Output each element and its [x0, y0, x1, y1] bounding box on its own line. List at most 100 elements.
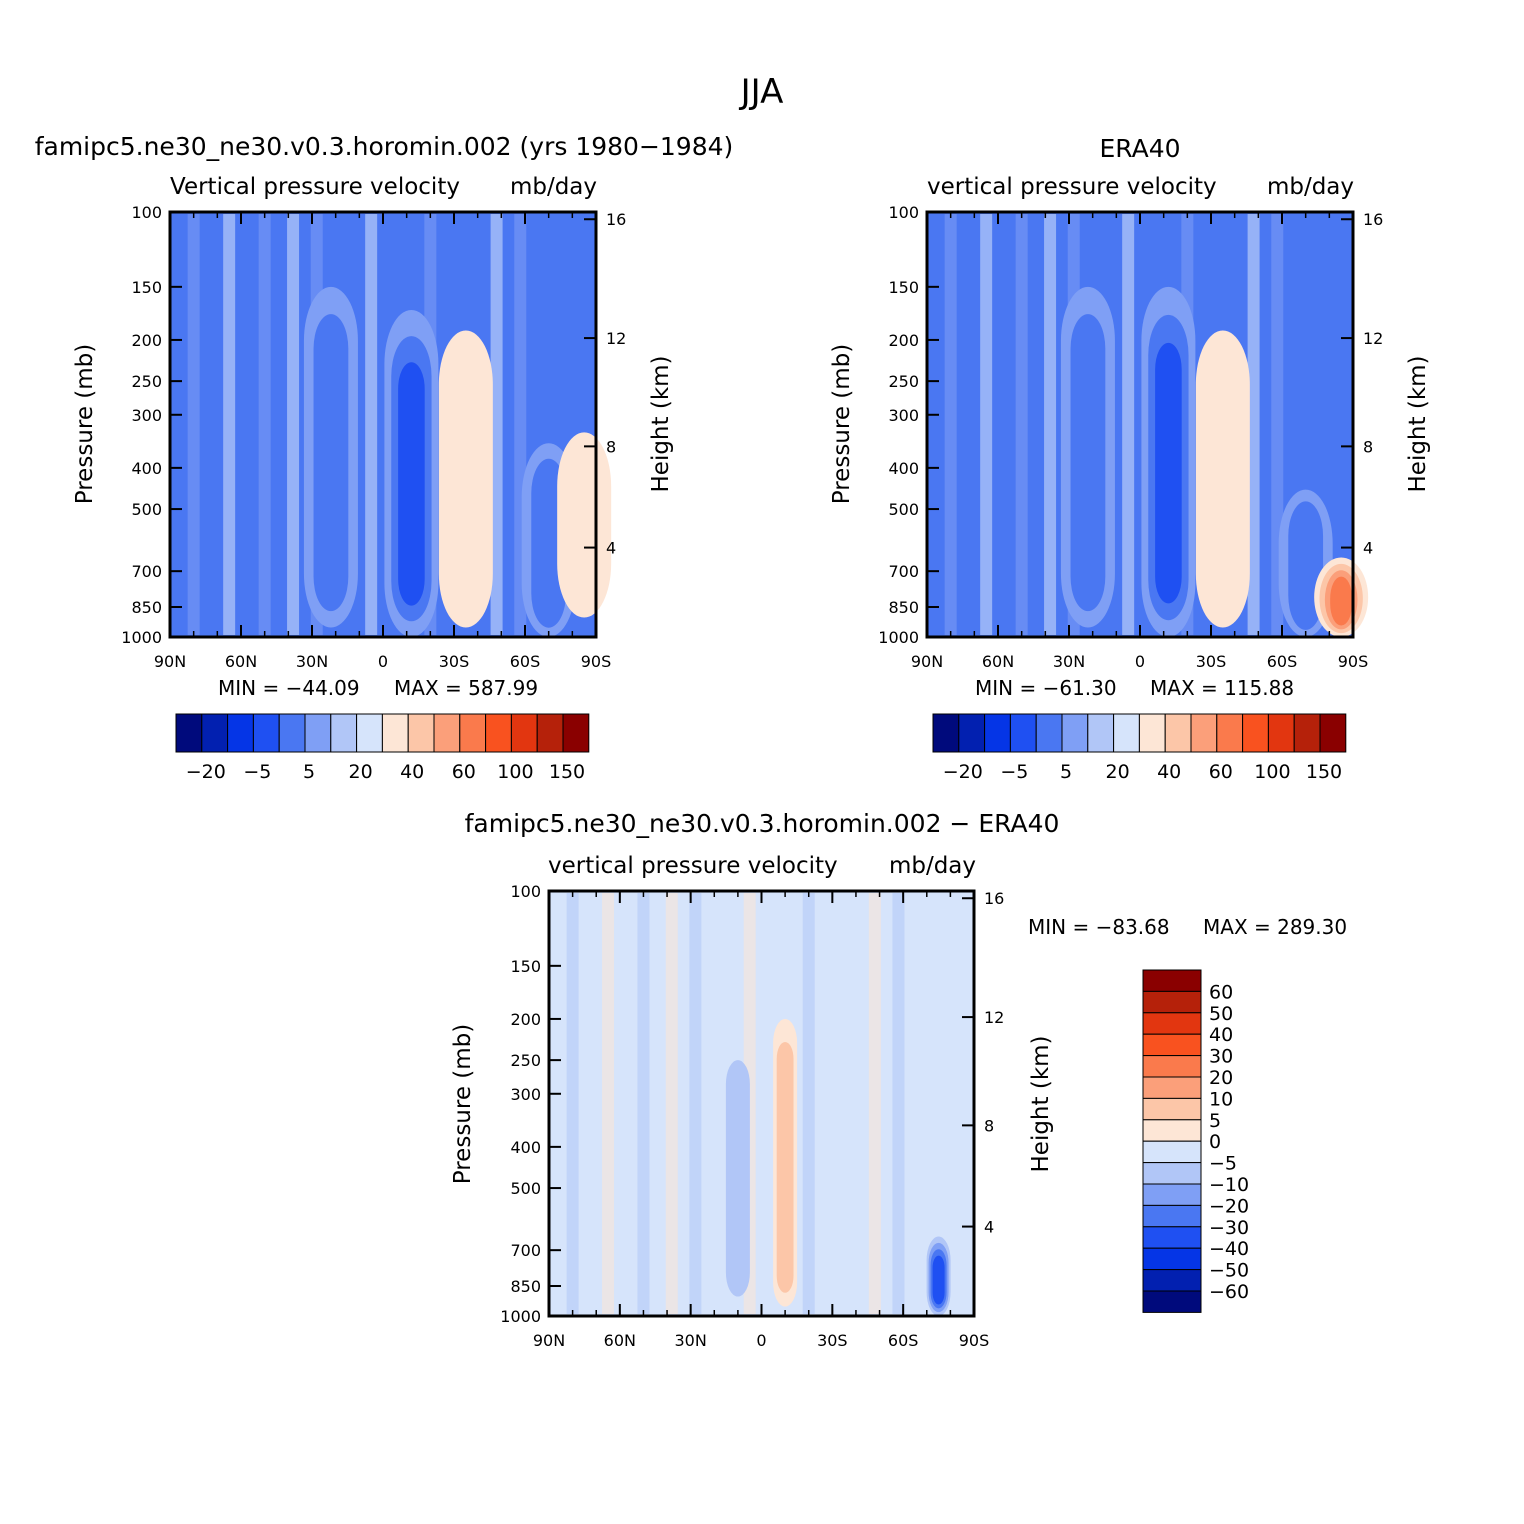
panel-model-title: famipc5.ne30_ne30.v0.3.horomin.002 (yrs …: [35, 132, 734, 161]
diff-colorbar-box: [1142, 1204, 1202, 1228]
model-colorbar-box: [175, 713, 203, 753]
diff-colorbar-label: −40: [1209, 1238, 1249, 1260]
obs-colorbar-box: [1242, 713, 1269, 753]
model-colorbar: −20 −5 5 20 40 60 100 150: [175, 713, 590, 783]
diff-colorbar-box: [1142, 969, 1202, 992]
model-xtick-label: 60S: [510, 652, 541, 671]
diff-xtick-label: 60N: [604, 1331, 636, 1350]
obs-max-label: MAX = 115.88: [1150, 676, 1294, 700]
obs-plume-0: [1155, 342, 1182, 604]
diff-plume-0: [776, 1041, 794, 1293]
obs-band: [944, 214, 957, 635]
model-colorbar-box: [381, 713, 409, 753]
model-ytick-label: 1000: [121, 628, 162, 647]
obs-colorbar-box: [1009, 713, 1037, 753]
diff-min-label: MIN = −83.68: [1028, 915, 1170, 939]
model-colorbar-box: [304, 713, 332, 753]
obs-ytick-label: 500: [888, 500, 919, 519]
diff-xtick-label: 90N: [533, 1331, 565, 1350]
diff-colorbar-box: [1142, 1162, 1202, 1185]
obs-y2tick-label: 4: [1363, 539, 1373, 558]
obs-ytick-label: 700: [888, 562, 919, 581]
diff-colorbar-box: [1142, 1183, 1202, 1206]
diff-colorbar-label: 0: [1209, 1131, 1221, 1153]
model-max-label: MAX = 587.99: [394, 676, 538, 700]
obs-plume-4: [1330, 576, 1353, 626]
model-ytick-label: 300: [131, 406, 162, 425]
panel-obs-subtitle: vertical pressure velocity: [927, 174, 1217, 200]
model-plume-2: [438, 330, 493, 628]
obs-ytick-label: 400: [888, 459, 919, 478]
obs-xtick-label: 90S: [1338, 652, 1369, 671]
diff-plume-1: [932, 1255, 945, 1305]
diff-colorbar-box: [1142, 1119, 1202, 1142]
panel-obs-title: ERA40: [1099, 134, 1180, 163]
model-y2label: Height (km): [648, 355, 674, 492]
obs-colorbar-box: [1293, 713, 1321, 753]
model-colorbar-box: [407, 713, 435, 753]
obs-band: [1122, 214, 1135, 635]
model-colorbar-box: [330, 713, 358, 753]
panel-model-subtitle: Vertical pressure velocity: [170, 174, 460, 200]
obs-plume-1: [1070, 314, 1106, 612]
obs-colorbar-label: 5: [1060, 761, 1072, 783]
diff-xtick-label: 30N: [675, 1331, 707, 1350]
model-ytick-label: 200: [131, 331, 162, 350]
diff-colorbar-box: [1142, 1140, 1202, 1164]
panel-diff-units: mb/day: [889, 853, 976, 879]
obs-colorbar-box: [958, 713, 986, 753]
model-ytick-label: 150: [131, 278, 162, 297]
model-colorbar-label: 150: [549, 761, 585, 783]
diff-band: [665, 893, 678, 1314]
panel-obs: ERA40 vertical pressure velocity mb/day …: [829, 134, 1431, 783]
model-y2tick-label: 16: [606, 210, 626, 229]
obs-colorbar-box: [1087, 713, 1115, 753]
diff-colorbar-label: −5: [1209, 1153, 1237, 1175]
model-ytick-label: 500: [131, 500, 162, 519]
diff-y2tick-label: 4: [984, 1218, 994, 1237]
model-ytick-label: 100: [131, 203, 162, 222]
diff-colorbar-label: 20: [1209, 1067, 1233, 1089]
model-colorbar-label: 20: [349, 761, 373, 783]
diff-colorbar-box: [1142, 1076, 1202, 1099]
obs-ytick-label: 850: [888, 598, 919, 617]
diff-xtick-label: 60S: [888, 1331, 919, 1350]
diff-ytick-label: 150: [510, 957, 541, 976]
obs-band: [1015, 214, 1028, 635]
diff-ytick-label: 300: [510, 1085, 541, 1104]
model-ylabel: Pressure (mb): [72, 344, 98, 504]
model-colorbar-label: 100: [497, 761, 533, 783]
model-ytick-label: 250: [131, 372, 162, 391]
diff-colorbar-label: −20: [1209, 1195, 1249, 1217]
diff-max-label: MAX = 289.30: [1203, 915, 1347, 939]
model-band: [187, 214, 200, 635]
obs-band: [1044, 214, 1057, 635]
panel-diff-subtitle: vertical pressure velocity: [548, 853, 838, 879]
model-field: [170, 212, 612, 637]
panel-diff: famipc5.ne30_ne30.v0.3.horomin.002 − ERA…: [450, 809, 1347, 1350]
diff-colorbar-box: [1142, 1247, 1202, 1271]
obs-colorbar: −20 −5 5 20 40 60 100 150: [932, 713, 1347, 783]
model-xtick-label: 90N: [154, 652, 186, 671]
obs-xtick-label: 60N: [982, 652, 1014, 671]
obs-y2tick-label: 16: [1363, 210, 1383, 229]
obs-colorbar-label: −5: [1000, 761, 1028, 783]
obs-colorbar-label: 60: [1209, 761, 1233, 783]
diff-ytick-label: 850: [510, 1277, 541, 1296]
panel-diff-title: famipc5.ne30_ne30.v0.3.horomin.002 − ERA…: [465, 809, 1060, 838]
panel-model-units: mb/day: [510, 174, 597, 200]
obs-y2tick-label: 12: [1363, 329, 1383, 348]
diff-field: [549, 891, 974, 1316]
obs-colorbar-box: [1216, 713, 1244, 753]
diff-y2tick-label: 12: [984, 1008, 1004, 1027]
model-xtick-label: 60N: [225, 652, 257, 671]
obs-y2label: Height (km): [1405, 355, 1431, 492]
diff-band: [892, 893, 905, 1314]
model-band: [365, 214, 378, 635]
obs-xtick-label: 0: [1135, 652, 1145, 671]
obs-colorbar-box: [984, 713, 1011, 753]
diff-colorbar-box: [1142, 1033, 1202, 1057]
obs-band: [980, 214, 993, 635]
model-band: [490, 214, 503, 635]
